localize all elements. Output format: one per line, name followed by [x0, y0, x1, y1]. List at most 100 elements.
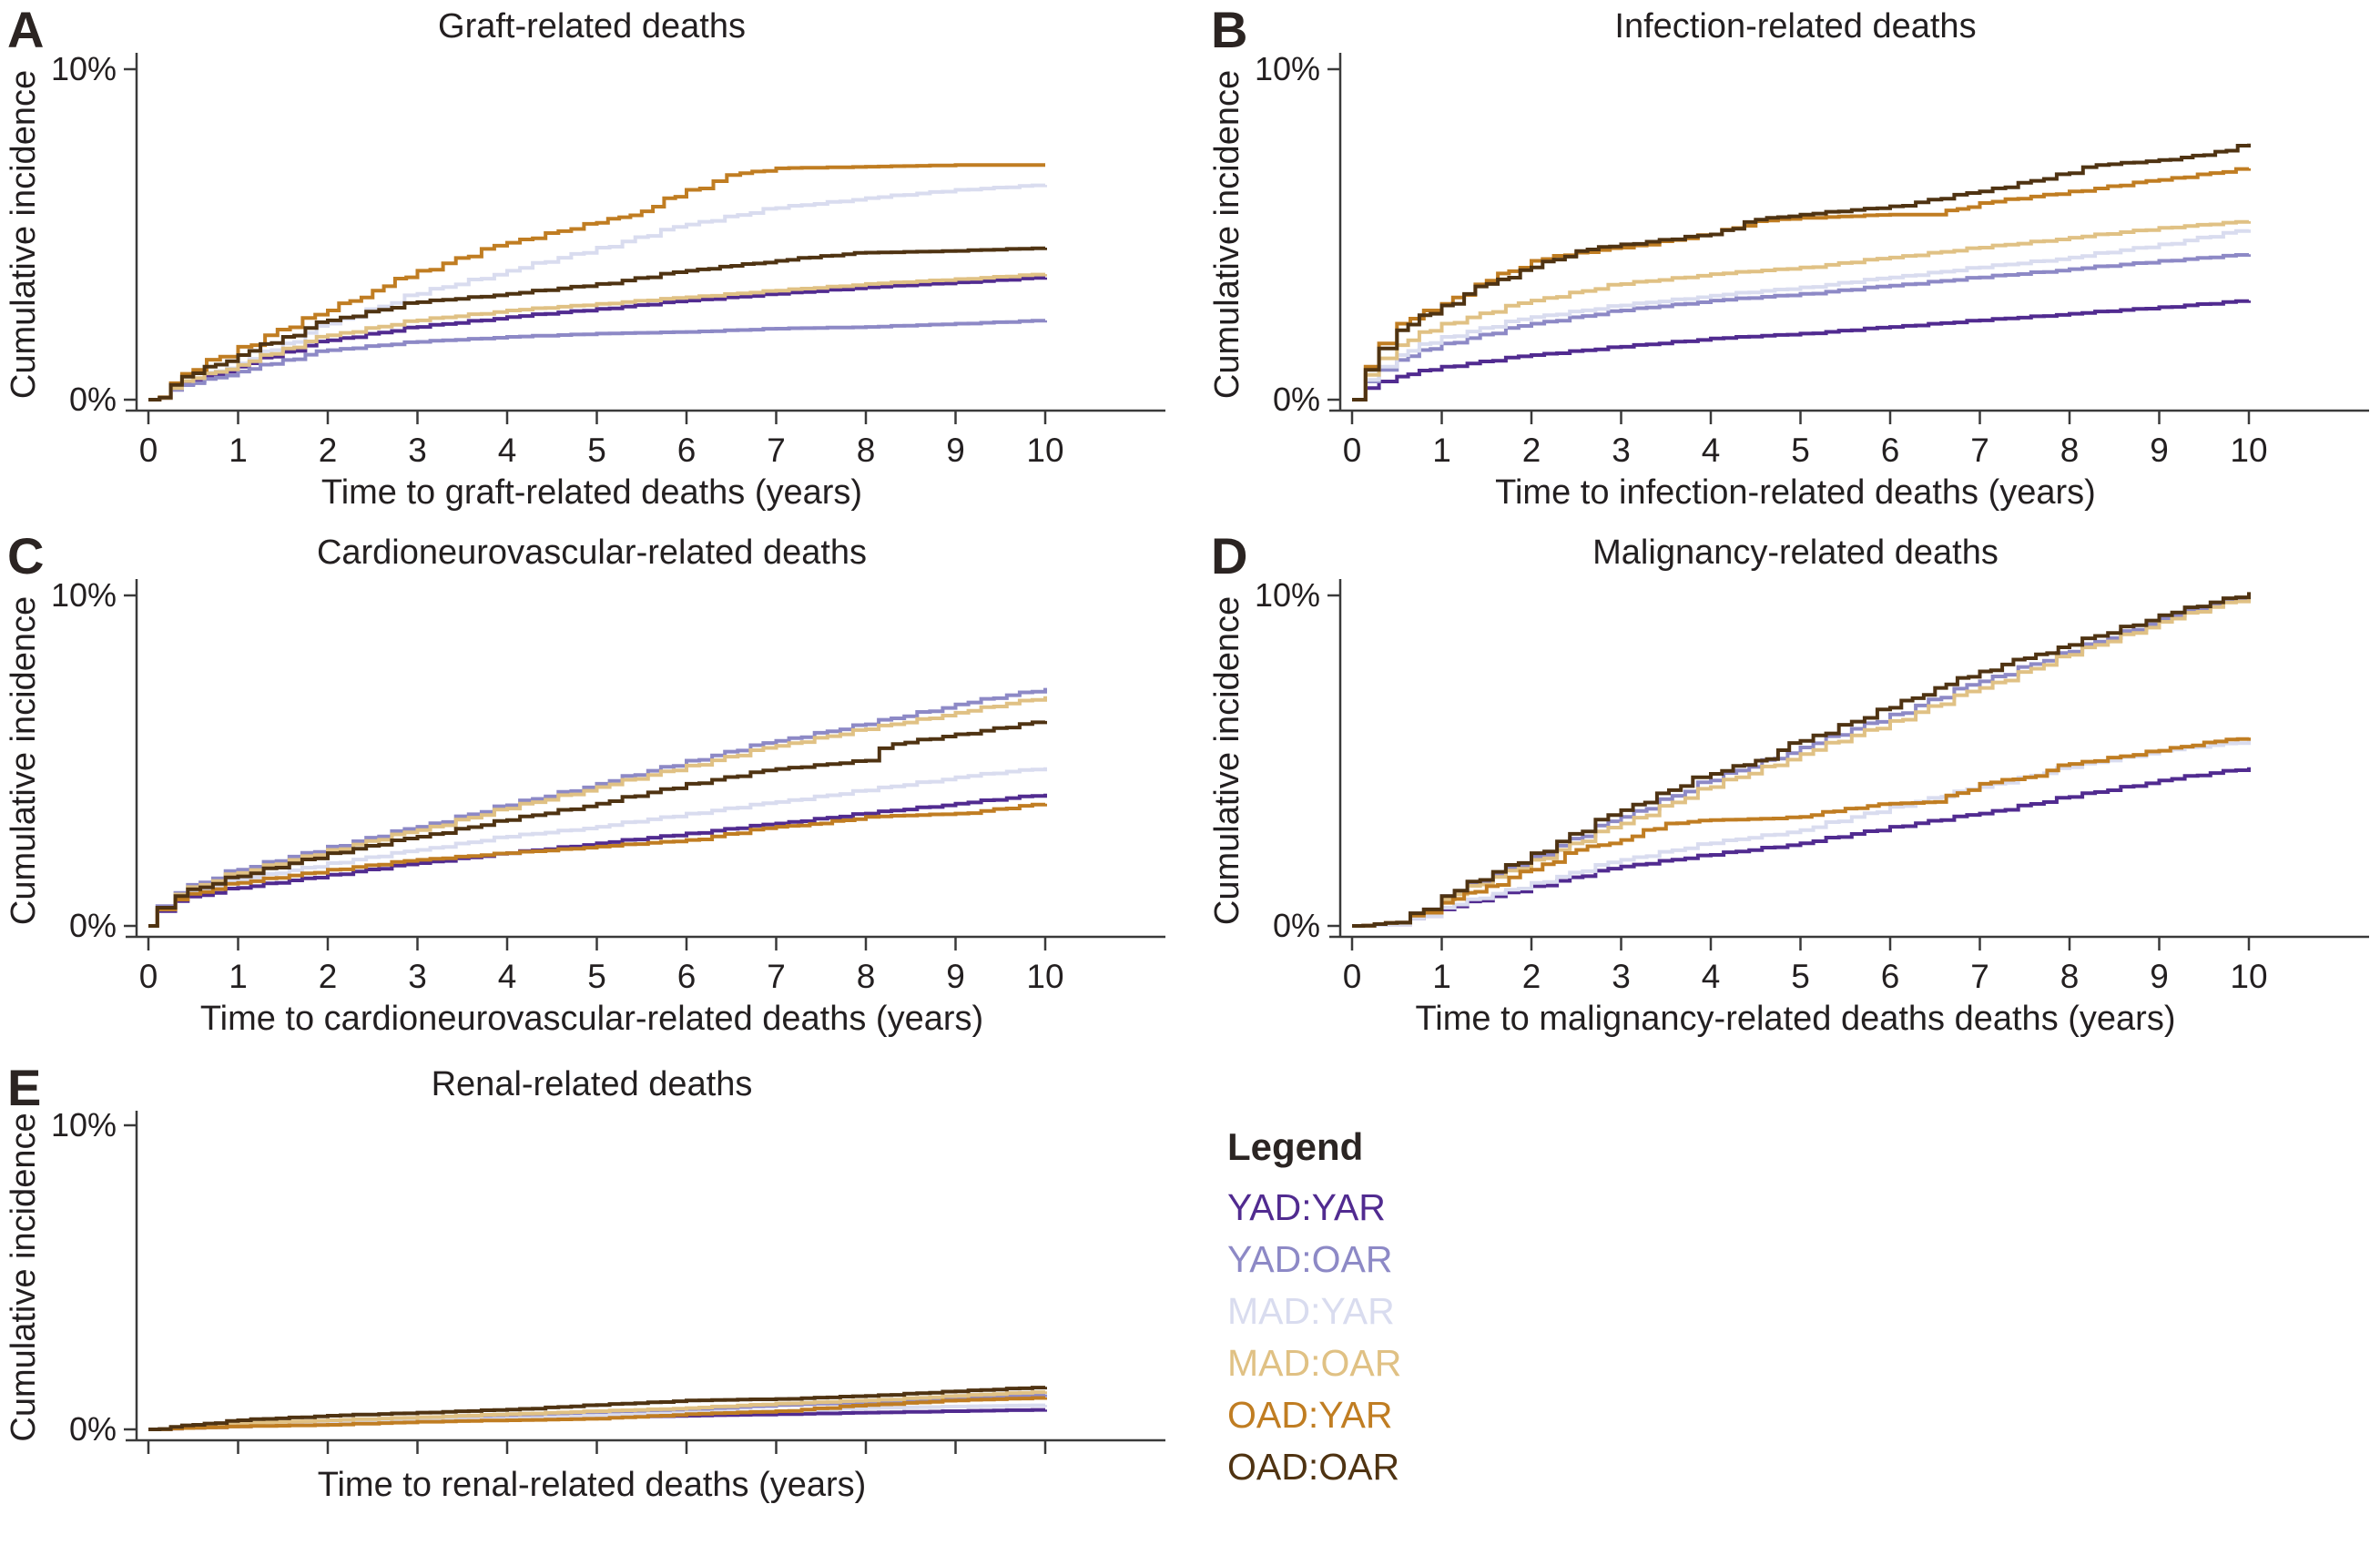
x-tick-label: 6	[1881, 432, 1900, 469]
series-curve-YAD-YAR	[148, 793, 1047, 928]
x-tick-label: 4	[498, 432, 517, 469]
x-tick-label: 3	[408, 958, 427, 995]
x-tick-label: 2	[319, 1461, 338, 1464]
legend-entry-OAD-YAR: OAD:YAR	[1227, 1394, 1393, 1436]
x-tick-label: 0	[1343, 432, 1362, 469]
series-curve-MAD-YAR	[148, 183, 1047, 401]
y-axis-label: Cumulative incidence	[1208, 70, 1246, 399]
y-tick-label: 10%	[1255, 50, 1320, 87]
panel-e-title: Renal-related deaths	[431, 1065, 753, 1103]
y-tick-label: 0%	[69, 381, 117, 418]
y-axis-label: Cumulative incidence	[1208, 596, 1246, 925]
legend-entry-OAD-OAR: OAD:OAR	[1227, 1446, 1400, 1488]
y-axis-label: Cumulative incidence	[5, 596, 43, 925]
x-tick-label: 0	[1343, 958, 1362, 995]
panel-b-letter: B	[1211, 1, 1249, 58]
legend-entries: YAD:YAR YAD:OAR MAD:YAR MAD:OAR OAD:YAR OAD:O…	[1227, 1182, 1401, 1493]
x-tick-label: 8	[857, 1461, 876, 1464]
x-tick-label: 5	[587, 432, 606, 469]
y-tick-label: 10%	[51, 50, 117, 87]
panel-e-plot: 10% 0% 0 1 2 3 4 5 6 7 8 9 10 Cumulative incidence	[5, 1106, 1165, 1464]
x-tick-label: 4	[498, 958, 517, 995]
x-tick-label: 0	[139, 958, 158, 995]
panel-b-plot: 10% 0% 0 1 2 3 4 5 6 7 8 9 10 Cumulative incidence	[1208, 50, 2369, 469]
series-curve-MAD-OAR	[148, 1390, 1047, 1431]
x-tick-label: 9	[2150, 432, 2169, 469]
x-tick-label: 4	[498, 1461, 517, 1464]
x-tick-label: 10	[2230, 958, 2267, 995]
x-tick-label: 1	[229, 1461, 248, 1464]
x-tick-label: 3	[1612, 958, 1631, 995]
panel-c-plot: 10% 0% 0 1 2 3 4 5 6 7 8 9 10 Cumulative incidence	[5, 576, 1165, 995]
series-curve-OAD-YAR	[1352, 167, 2251, 401]
legend-entry-YAD-OAR: YAD:OAR	[1227, 1238, 1393, 1280]
panel-d-title: Malignancy-related deaths	[1592, 534, 1999, 572]
series-curve-OAD-YAR	[1352, 737, 2251, 928]
series-curve-YAD-YAR	[1352, 767, 2251, 928]
panel-d: D Malignancy-related deaths 10% 0% 0 1 2 3 4 5 6…	[1204, 526, 2380, 1052]
x-tick-label: 10	[1026, 1461, 1063, 1464]
legend-entry-MAD-YAR: MAD:YAR	[1227, 1290, 1395, 1332]
x-tick-label: 7	[767, 432, 786, 469]
x-tick-label: 1	[229, 958, 248, 995]
panel-a-plot: 10% 0% 0 1 2 3 4 5 6 7 8 9 10 Cumulative incidence	[5, 50, 1165, 469]
x-tick-label: 4	[1702, 432, 1721, 469]
legend-title: Legend	[1227, 1125, 1364, 1168]
x-tick-label: 5	[1791, 432, 1810, 469]
x-tick-label: 3	[1612, 432, 1631, 469]
panel-d-letter: D	[1211, 527, 1249, 584]
x-tick-label: 3	[408, 1461, 427, 1464]
series-curve-MAD-YAR	[1352, 740, 2251, 928]
x-tick-label: 6	[1881, 958, 1900, 995]
panel-d-xaxis-label: Time to malignancy-related deaths deaths…	[1415, 1000, 2176, 1038]
x-tick-label: 6	[677, 432, 697, 469]
series-curve-MAD-OAR	[148, 272, 1047, 401]
x-tick-label: 10	[2230, 432, 2267, 469]
y-tick-label: 0%	[69, 907, 117, 944]
x-tick-label: 2	[1522, 958, 1541, 995]
y-axis-label: Cumulative incidence	[5, 70, 43, 399]
panel-a-letter: A	[7, 1, 46, 58]
series-curve-OAD-OAR	[1352, 143, 2251, 401]
x-tick-label: 9	[946, 432, 965, 469]
x-tick-label: 1	[1432, 432, 1451, 469]
panel-e-xaxis-label: Time to renal-related deaths (years)	[317, 1466, 867, 1504]
x-tick-label: 7	[1970, 958, 1989, 995]
panel-e: E Renal-related deaths 10%0%012345678910…	[0, 1058, 1184, 1545]
x-tick-label: 0	[139, 1461, 158, 1464]
panel-b-title: Infection-related deaths	[1614, 7, 1977, 46]
panel-a-xaxis-label: Time to graft-related deaths (years)	[320, 473, 863, 512]
x-tick-label: 6	[677, 958, 697, 995]
series-curve-OAD-OAR	[148, 1386, 1047, 1431]
x-tick-label: 4	[1702, 958, 1721, 995]
legend: Legend YAD:YAR YAD:OAR MAD:YAR MAD:OAR OAD:Y…	[1227, 1125, 1401, 1493]
x-tick-label: 10	[1026, 958, 1063, 995]
x-tick-label: 8	[2060, 432, 2080, 469]
panel-c-xaxis-label: Time to cardioneurovascular-related deat…	[199, 1000, 984, 1038]
x-tick-label: 3	[408, 432, 427, 469]
series-curve-YAD-OAR	[148, 319, 1047, 401]
x-tick-label: 7	[767, 1461, 786, 1464]
x-tick-label: 1	[229, 432, 248, 469]
panel-b: B Infection-related deaths 10% 0% 0 1 2 3 4 5 6 7…	[1204, 0, 2380, 526]
panel-c: C Cardioneurovascular-related deaths 10%…	[0, 526, 1184, 1052]
x-tick-label: 7	[1970, 432, 1989, 469]
x-tick-label: 8	[2060, 958, 2080, 995]
x-tick-label: 8	[857, 432, 876, 469]
x-tick-label: 8	[857, 958, 876, 995]
y-tick-label: 0%	[1273, 381, 1320, 418]
x-tick-label: 2	[319, 432, 338, 469]
panel-a-title: Graft-related deaths	[438, 7, 746, 46]
panel-a: A Graft-related deaths 10% 0% 0 1 2 3 4 5 6 7 8 9 10…	[0, 0, 1184, 526]
series-curve-YAD-OAR	[1352, 253, 2251, 401]
series-curve-MAD-YAR	[1352, 229, 2251, 401]
x-tick-label: 5	[587, 1461, 606, 1464]
x-tick-label: 9	[946, 958, 965, 995]
x-tick-label: 2	[1522, 432, 1541, 469]
x-tick-label: 9	[946, 1461, 965, 1464]
x-tick-label: 1	[1432, 958, 1451, 995]
panel-c-title: Cardioneurovascular-related deaths	[316, 534, 868, 572]
x-tick-label: 5	[587, 958, 606, 995]
panel-b-xaxis-label: Time to infection-related deaths (years)	[1495, 473, 2096, 512]
